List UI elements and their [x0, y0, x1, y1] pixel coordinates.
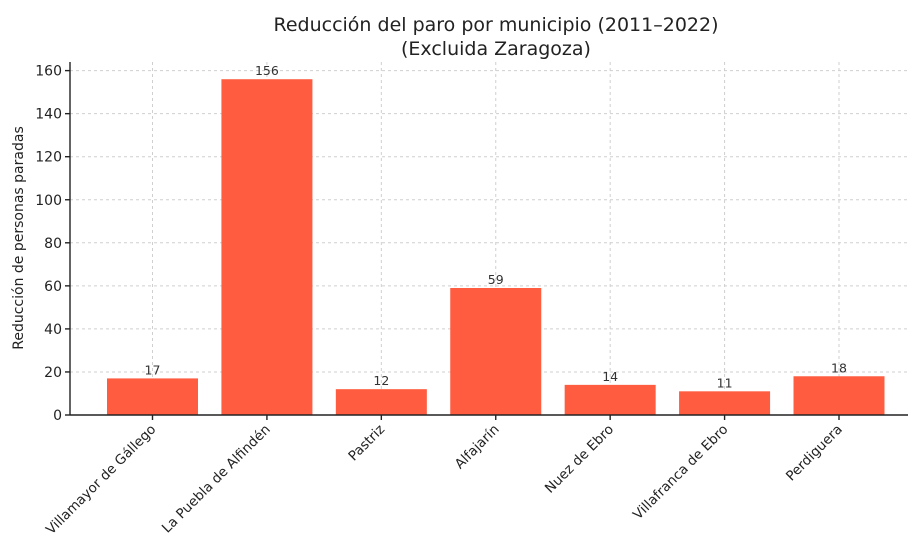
bar-value-label: 18 [831, 360, 847, 375]
y-tick-label: 100 [35, 193, 62, 209]
y-tick-label: 80 [44, 236, 62, 252]
x-tick-label: Villafranca de Ebro [630, 422, 731, 523]
x-tick-label: La Puebla de Alfindén [159, 422, 274, 537]
bar [221, 79, 313, 415]
x-tick-label: Villamayor de Gállego [43, 422, 159, 538]
bar [793, 376, 885, 415]
y-tick-label: 120 [35, 150, 62, 166]
bar [450, 288, 542, 415]
y-tick-label: 140 [35, 107, 62, 123]
x-tick-label: Pastriz [345, 422, 388, 465]
y-tick-label: 160 [35, 64, 62, 80]
gridlines [70, 62, 908, 416]
x-tick-label: Nuez de Ebro [542, 422, 617, 497]
bar-value-label: 12 [373, 373, 389, 388]
x-tick-label: Perdiguera [783, 422, 846, 485]
y-tick-label: 60 [44, 279, 62, 295]
bar-value-label: 156 [255, 63, 279, 78]
bar-value-label: 59 [488, 272, 504, 287]
x-tick-label: Alfajarín [452, 422, 503, 473]
bar [335, 389, 427, 415]
y-axis-label: Reducción de personas paradas [11, 126, 27, 349]
x-axis-ticks: Villamayor de Gállego La Puebla de Alfind… [43, 415, 846, 538]
bar [107, 378, 198, 415]
data-labels: 17 156 12 59 14 11 18 [145, 63, 847, 390]
y-tick-label: 40 [44, 322, 62, 338]
bar [679, 391, 771, 415]
y-tick-label: 0 [53, 408, 62, 424]
bar [564, 384, 656, 415]
chart-subtitle: (Excluida Zaragoza) [401, 38, 591, 60]
bar-value-label: 14 [602, 369, 618, 384]
bars [107, 79, 885, 415]
bar-value-label: 17 [145, 362, 161, 377]
y-axis-ticks: 0 20 40 60 80 100 120 140 160 [35, 64, 70, 424]
chart-title: Reducción del paro por municipio (2011–2… [273, 14, 718, 36]
bar-value-label: 11 [717, 375, 733, 390]
y-tick-label: 20 [44, 365, 62, 381]
